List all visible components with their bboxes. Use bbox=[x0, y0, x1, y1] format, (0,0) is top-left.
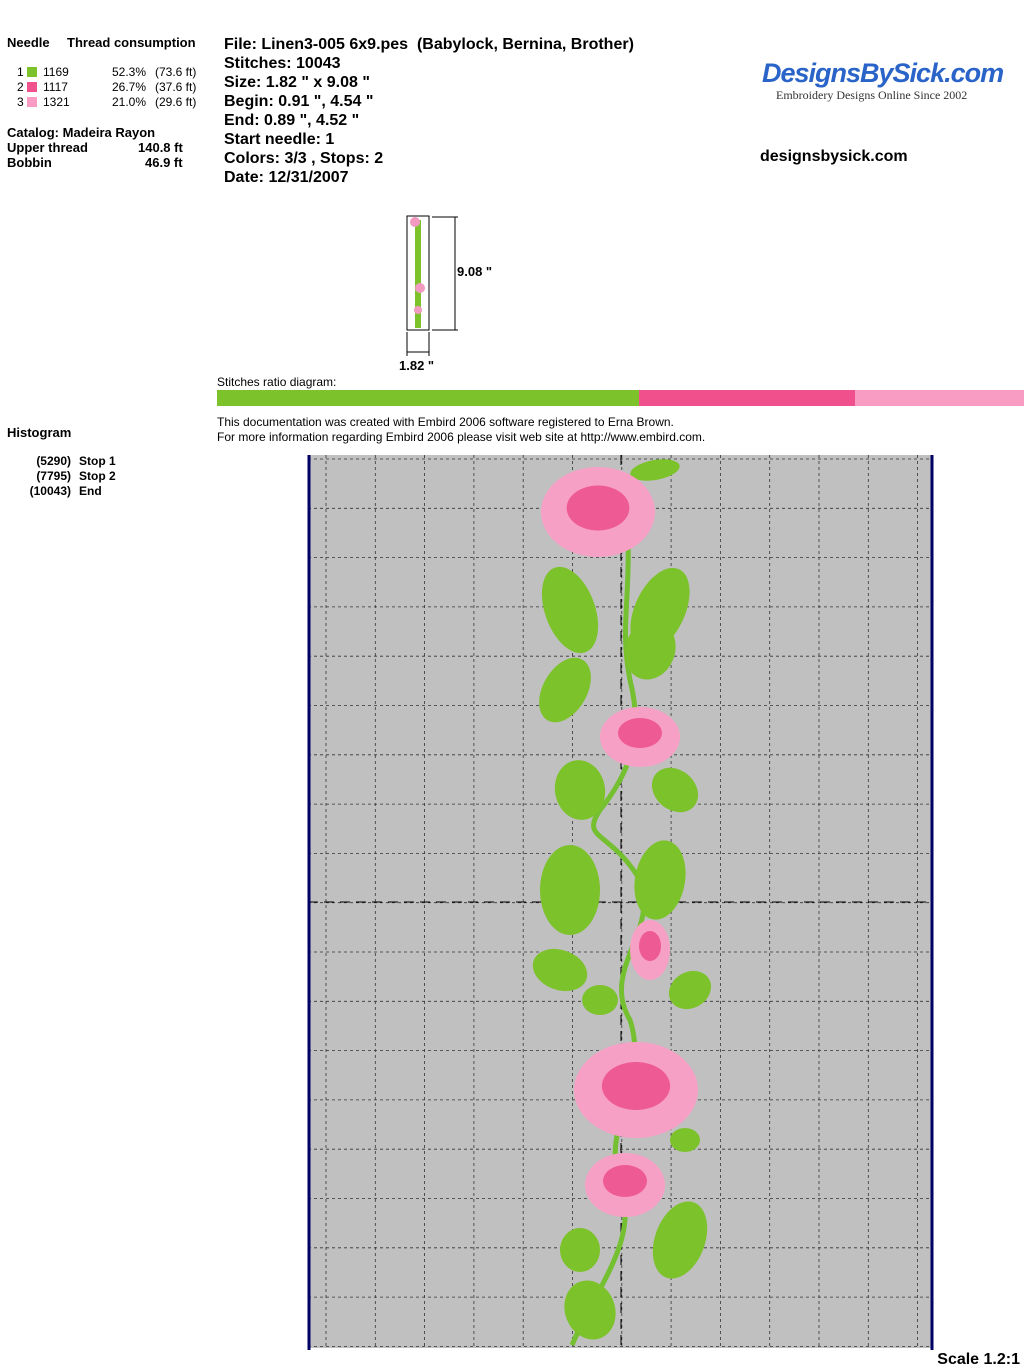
ratio-segment bbox=[639, 390, 855, 406]
thread-percent: 26.7% bbox=[112, 80, 147, 94]
thread-swatch bbox=[27, 82, 37, 92]
preview bbox=[406, 215, 458, 356]
leaf bbox=[668, 970, 712, 1010]
leaf bbox=[630, 459, 680, 481]
leaf bbox=[541, 566, 599, 654]
leaf bbox=[532, 948, 588, 992]
rose-center bbox=[566, 485, 630, 531]
info-line: File: Linen3-005 6x9.pes (Babylock, Bern… bbox=[224, 36, 634, 53]
preview-rose bbox=[410, 217, 420, 227]
rose-center bbox=[601, 1062, 671, 1110]
consumption-header: Thread consumption bbox=[67, 35, 196, 50]
stop-label: End bbox=[79, 484, 102, 498]
thread-percent: 52.3% bbox=[112, 65, 147, 79]
thread-length: (73.6 ft) bbox=[155, 65, 197, 79]
needle-number: 2 bbox=[17, 80, 24, 94]
preview-width: 1.82 " bbox=[399, 358, 435, 373]
total-value: 140.8 ft bbox=[138, 140, 183, 155]
preview-height: 9.08 " bbox=[457, 264, 493, 279]
credit: This documentation was created with Embi… bbox=[217, 415, 674, 429]
website: designsbysick.com bbox=[760, 148, 908, 165]
thread-code: 1321 bbox=[43, 95, 70, 109]
leaf bbox=[582, 985, 618, 1015]
thread-length: (29.6 ft) bbox=[155, 95, 197, 109]
leaf bbox=[560, 1228, 600, 1272]
stop-count: (7795) bbox=[36, 469, 71, 483]
leaf bbox=[634, 840, 686, 920]
info-line: Date: 12/31/2007 bbox=[224, 169, 349, 186]
leaf bbox=[564, 1280, 616, 1340]
ratio-label: Stitches ratio diagram: bbox=[217, 375, 337, 389]
info-line: Colors: 3/3 , Stops: 2 bbox=[224, 150, 384, 167]
total-label: Bobbin bbox=[7, 155, 52, 170]
info-line: Begin: 0.91 ", 4.54 " bbox=[224, 93, 374, 110]
thread-code: 1117 bbox=[43, 80, 68, 94]
needle-number: 1 bbox=[17, 65, 24, 79]
thread-code: 1169 bbox=[43, 65, 69, 79]
info-line: Size: 1.82 " x 9.08 " bbox=[224, 74, 370, 91]
ratio-segment bbox=[854, 390, 1024, 406]
rose-center bbox=[618, 718, 662, 748]
needle-header: Needle bbox=[7, 35, 50, 50]
preview-rose bbox=[414, 306, 422, 314]
histogram-title: Histogram bbox=[7, 425, 72, 440]
ratio-bar bbox=[217, 390, 1024, 406]
leaf bbox=[624, 620, 676, 680]
total-label: Upper thread bbox=[7, 140, 88, 155]
dimension-lines bbox=[406, 216, 458, 356]
leaf bbox=[540, 845, 600, 935]
leaf bbox=[554, 760, 606, 820]
thread-percent: 21.0% bbox=[112, 95, 147, 109]
leaf bbox=[670, 1128, 700, 1152]
credit: For more information regarding Embird 20… bbox=[217, 430, 706, 444]
logo-title: DesignsBySick.com bbox=[762, 58, 1004, 88]
thread-swatch bbox=[27, 67, 37, 77]
info-line: End: 0.89 ", 4.52 " bbox=[224, 112, 360, 129]
stop-label: Stop 1 bbox=[79, 454, 116, 468]
stop-count: (5290) bbox=[36, 454, 71, 468]
stop-count: (10043) bbox=[29, 484, 71, 498]
rose-center bbox=[639, 931, 661, 961]
thread-swatch bbox=[27, 97, 37, 107]
info-line: Start needle: 1 bbox=[224, 131, 335, 148]
info-line: Stitches: 10043 bbox=[224, 55, 341, 72]
needle-number: 3 bbox=[17, 95, 24, 109]
leaf bbox=[652, 1201, 708, 1279]
thread-length: (37.6 ft) bbox=[155, 80, 197, 94]
scale: Scale 1.2:1 bbox=[937, 1351, 1020, 1368]
catalog: Catalog: Madeira Rayon bbox=[7, 125, 156, 140]
leaf bbox=[651, 767, 699, 813]
rose-center bbox=[603, 1165, 647, 1197]
logo-tagline: Embroidery Designs Online Since 2002 bbox=[776, 88, 968, 102]
stop-label: Stop 2 bbox=[79, 469, 116, 483]
preview-rose bbox=[415, 283, 425, 293]
leaf bbox=[539, 657, 591, 723]
total-value: 46.9 ft bbox=[145, 155, 183, 170]
ratio-segment bbox=[217, 390, 640, 406]
